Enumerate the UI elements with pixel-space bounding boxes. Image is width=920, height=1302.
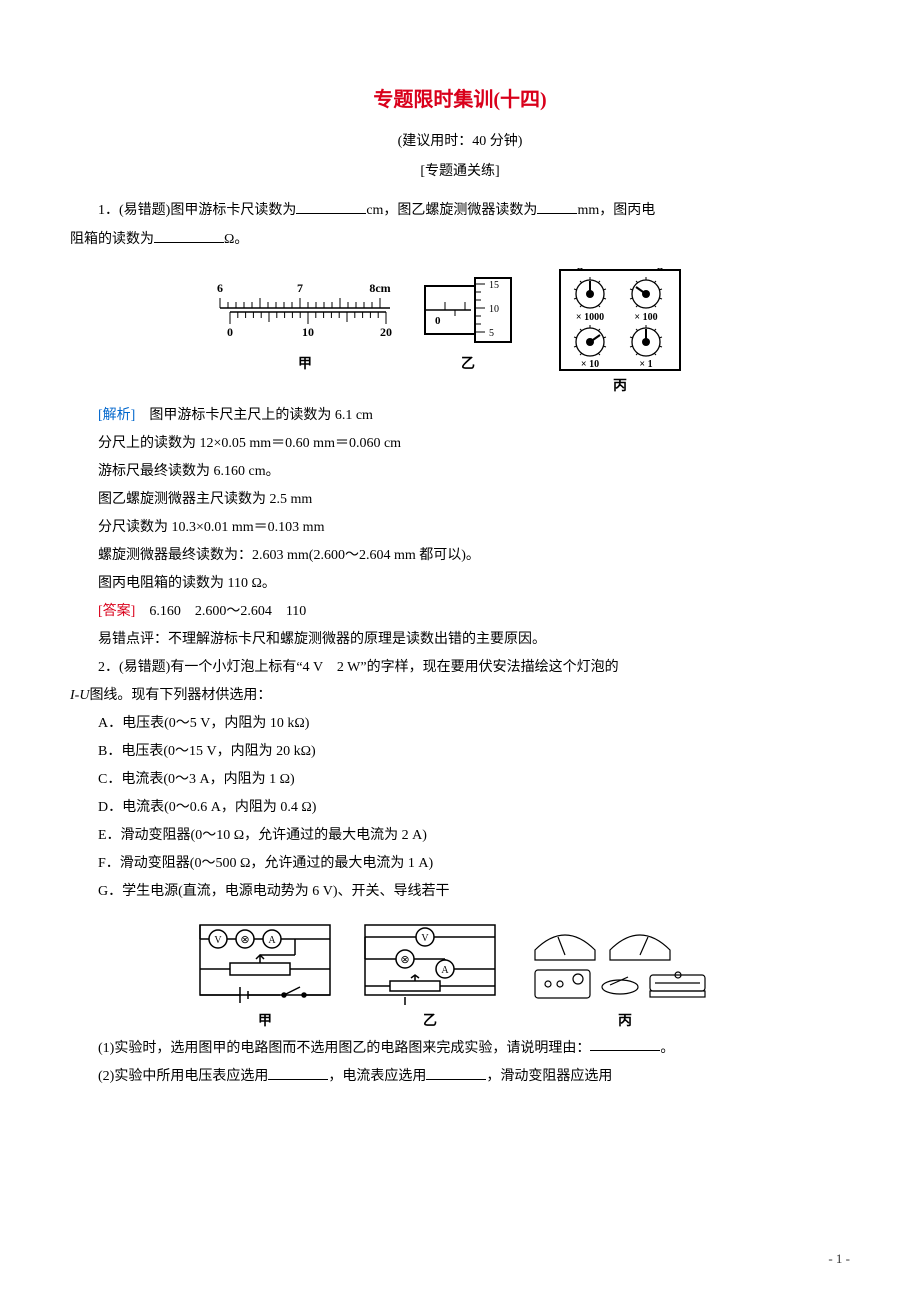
q2-stem-line1: 2．(易错题)有一个小灯泡上标有“4 V 2 W”的字样，现在要用伏安法描绘这个…: [70, 654, 850, 682]
q1-sol-0: 图甲游标卡尺主尺上的读数为 6.1 cm: [149, 408, 373, 423]
svg-text:6: 6: [217, 281, 223, 295]
svg-text:5: 5: [489, 328, 494, 339]
q2-opt-g: G．学生电源(直流，电源电动势为 6 V)、开关、导线若干: [70, 878, 850, 906]
svg-text:7: 7: [297, 281, 303, 295]
q1-sol-5: 螺旋测微器最终读数为：2.603 mm(2.600～2.604 mm 都可以)。: [70, 542, 850, 570]
q1-unit1: cm，图乙螺旋测微器读数为: [366, 203, 537, 218]
q1-answer-line: [答案] 6.160 2.600～2.604 110: [70, 598, 850, 626]
q2-opt-a: A．电压表(0～5 V，内阻为 10 kΩ): [70, 710, 850, 738]
q2-stem-line2: I-U图线。现有下列器材供选用：: [70, 682, 850, 710]
q1-unit2: mm，图丙电: [577, 203, 655, 218]
page-number: - 1 -: [828, 1246, 850, 1272]
q2-figure-svg: V ⊗ A 甲 V ⊗ A: [190, 920, 730, 1030]
svg-text:⊗: ⊗: [240, 934, 249, 946]
svg-text:8cm: 8cm: [369, 281, 390, 295]
svg-text:乙: 乙: [423, 1013, 437, 1029]
q1-unit3: Ω。: [224, 232, 248, 247]
q1-stem-line2: 阻箱的读数为 Ω。: [70, 225, 850, 254]
q2-stem-b: 图线。现有下列器材供选用：: [89, 688, 271, 703]
time-hint: (建议用时：40 分钟): [70, 128, 850, 156]
svg-text:15: 15: [489, 280, 499, 291]
q1-figure-svg: 6 7 8cm: [210, 268, 710, 398]
q2-sub2-b: ，电流表应选用: [328, 1069, 426, 1084]
svg-text:10: 10: [489, 304, 499, 315]
svg-text:20: 20: [380, 325, 392, 339]
q2-sub1: (1)实验时，选用图甲的电路图而不选用图乙的电路图来完成实验，请说明理由： 。: [70, 1034, 850, 1063]
svg-text:丙: 丙: [618, 1013, 632, 1029]
svg-text:甲: 甲: [258, 1013, 272, 1029]
blank: [590, 1034, 660, 1052]
svg-text:A: A: [268, 935, 276, 946]
q1-stem-a: 1．(易错题)图甲游标卡尺读数为: [98, 203, 296, 218]
svg-text:× 10: × 10: [581, 359, 599, 370]
svg-text:V: V: [421, 933, 429, 944]
q1-sol-6: 图丙电阻箱的读数为 110 Ω。: [70, 570, 850, 598]
svg-text:0: 0: [227, 325, 233, 339]
q1-answer-values: 6.160 2.600～2.604 110: [149, 604, 306, 619]
svg-text:乙: 乙: [461, 356, 475, 372]
q2-opt-e: E．滑动变阻器(0～10 Ω，允许通过的最大电流为 2 A): [70, 822, 850, 850]
q1-sol-2: 游标尺最终读数为 6.160 cm。: [70, 458, 850, 486]
q2-sub2: (2)实验中所用电压表应选用 ，电流表应选用 ，滑动变阻器应选用: [70, 1062, 850, 1091]
q2-sub1-b: 。: [660, 1040, 674, 1055]
q2-opt-b: B．电压表(0～15 V，内阻为 20 kΩ): [70, 738, 850, 766]
iu-symbol: I-U: [70, 688, 89, 703]
blank: [537, 196, 577, 214]
q1-sol-4: 分尺读数为 10.3×0.01 mm＝0.103 mm: [70, 514, 850, 542]
q2-sub2-c: ，滑动变阻器应选用: [486, 1069, 612, 1084]
svg-text:× 1000: × 1000: [576, 312, 604, 323]
q1-error-note: 易错点评：不理解游标卡尺和螺旋测微器的原理是读数出错的主要原因。: [70, 626, 850, 654]
section-label: [专题通关练]: [70, 158, 850, 186]
q1-sol-3: 图乙螺旋测微器主尺读数为 2.5 mm: [70, 486, 850, 514]
svg-text:A: A: [441, 965, 449, 976]
q2-opt-c: C．电流表(0～3 A，内阻为 1 Ω): [70, 766, 850, 794]
q1-figure-row: 6 7 8cm: [70, 268, 850, 398]
svg-text:× 1: × 1: [639, 359, 652, 370]
svg-text:⊗: ⊗: [400, 954, 409, 966]
page-title: 专题限时集训(十四): [70, 80, 850, 120]
blank: [154, 225, 224, 243]
q2-figure-row: V ⊗ A 甲 V ⊗ A: [70, 920, 850, 1030]
q2-opt-f: F．滑动变阻器(0～500 Ω，允许通过的最大电流为 1 A): [70, 850, 850, 878]
answer-label: [答案]: [98, 604, 135, 619]
q1-stem-b: 阻箱的读数为: [70, 232, 154, 247]
svg-text:V: V: [214, 935, 222, 946]
solution-label: [解析]: [98, 408, 135, 423]
q2-opt-d: D．电流表(0～0.6 A，内阻为 0.4 Ω): [70, 794, 850, 822]
blank: [426, 1062, 486, 1080]
q1-sol-1: 分尺上的读数为 12×0.05 mm＝0.60 mm＝0.060 cm: [70, 430, 850, 458]
blank: [268, 1062, 328, 1080]
svg-text:甲: 甲: [298, 356, 312, 372]
svg-text:0: 0: [435, 315, 441, 327]
svg-text:10: 10: [302, 325, 314, 339]
svg-text:丙: 丙: [613, 378, 627, 394]
q2-sub1-a: (1)实验时，选用图甲的电路图而不选用图乙的电路图来完成实验，请说明理由：: [98, 1040, 590, 1055]
svg-text:× 100: × 100: [634, 312, 657, 323]
blank: [296, 196, 366, 214]
q2-sub2-a: (2)实验中所用电压表应选用: [98, 1069, 268, 1084]
q1-stem-line1: 1．(易错题)图甲游标卡尺读数为 cm，图乙螺旋测微器读数为 mm，图丙电: [70, 196, 850, 225]
q1-solution-line: [解析] 图甲游标卡尺主尺上的读数为 6.1 cm: [70, 402, 850, 430]
